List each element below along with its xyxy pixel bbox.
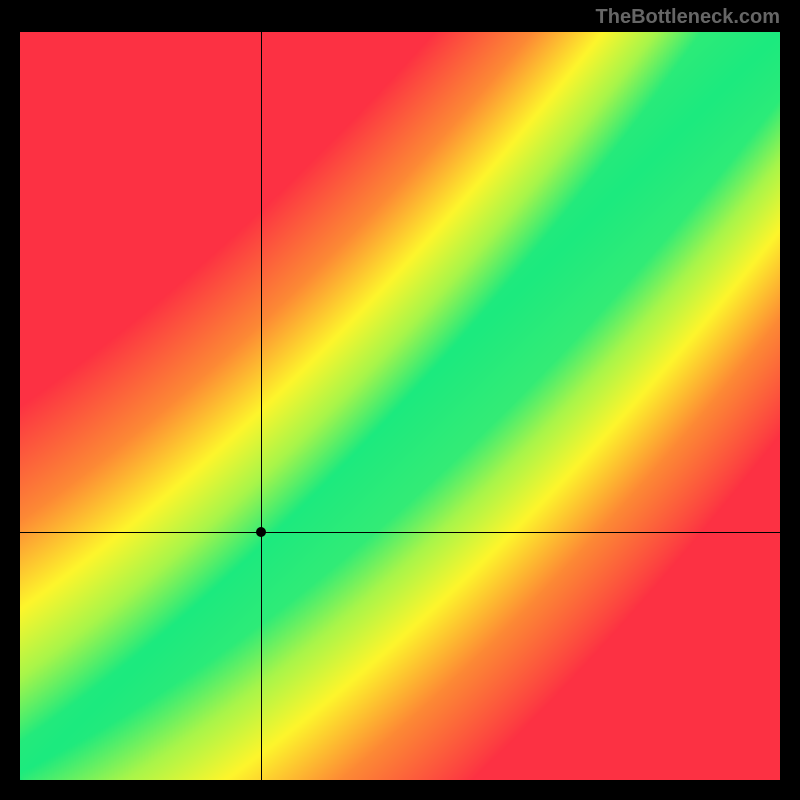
crosshair-vertical (261, 32, 262, 780)
heatmap-plot (20, 32, 780, 780)
data-point-marker (256, 527, 266, 537)
attribution-text: TheBottleneck.com (596, 6, 780, 29)
heatmap-canvas (20, 32, 780, 780)
crosshair-horizontal (20, 532, 780, 533)
